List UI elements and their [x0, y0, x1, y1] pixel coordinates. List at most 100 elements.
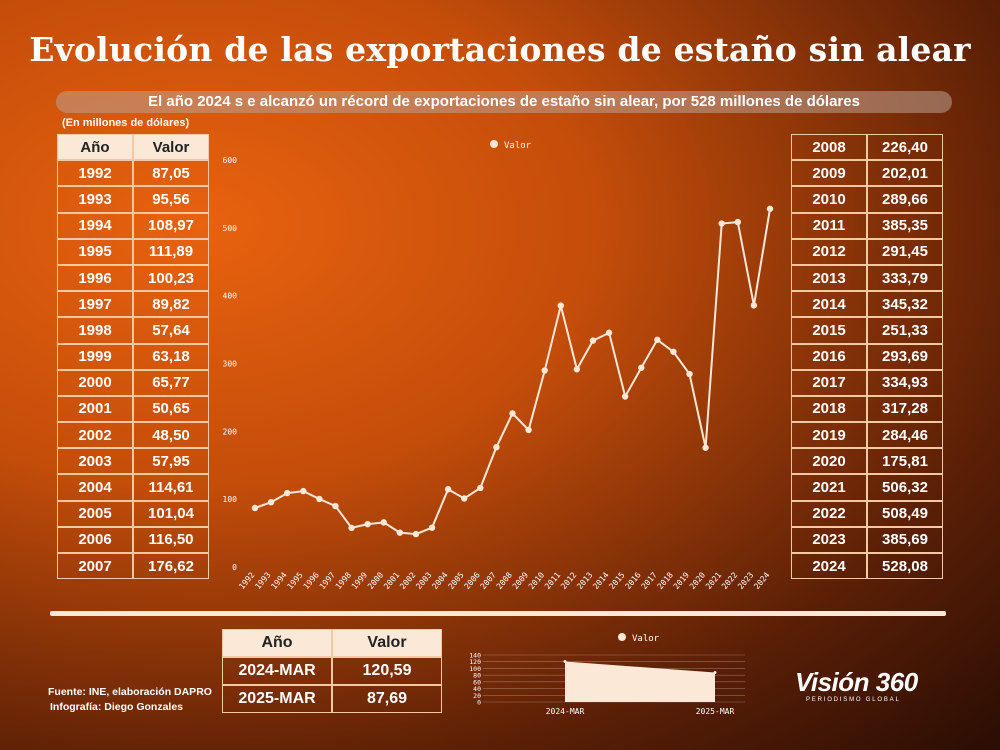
table-row: 1999 63,18: [57, 343, 209, 370]
year-cell: 2023: [791, 526, 867, 553]
series-line-valor: [254, 208, 771, 536]
value-cell: 289,66: [867, 186, 943, 213]
year-cell: 1999: [57, 343, 133, 370]
data-point: [364, 520, 371, 528]
year-cell: 2011: [791, 212, 867, 239]
y-tick-label: 60: [473, 678, 481, 686]
data-point: [621, 393, 629, 400]
value-cell: 87,05: [133, 160, 209, 187]
year-cell: 2013: [791, 264, 867, 292]
value-cell: 120,59: [332, 657, 442, 685]
table-row: 2024 528,08: [791, 553, 943, 580]
x-tick-label: 2008: [495, 570, 514, 591]
table-row: 1998 57,64: [57, 317, 209, 344]
data-point: [509, 410, 516, 417]
section-divider: [50, 611, 946, 616]
data-point: [557, 302, 564, 309]
year-cell: 1994: [57, 212, 133, 239]
y-tick-label: 100: [223, 495, 238, 504]
year-cell: 2005: [57, 500, 133, 527]
value-cell: 333,79: [867, 264, 943, 292]
x-tick-label: 2016: [624, 570, 643, 591]
data-point: [750, 302, 758, 309]
x-tick-label: 1994: [269, 570, 288, 591]
x-tick-label: 2002: [398, 570, 417, 591]
credit-note: Infografía: Diego Gonzales: [50, 701, 184, 713]
table-row: 2012 291,45: [791, 238, 943, 265]
data-point: [428, 524, 436, 531]
table-row: 2000 65,77: [57, 369, 209, 396]
year-cell: 2024-MAR: [222, 657, 332, 685]
year-cell: 2025-MAR: [222, 685, 332, 713]
x-tick-label: 1997: [318, 570, 337, 591]
table-row: 2016 293,69: [791, 343, 943, 370]
legend-label: Valor: [504, 141, 532, 151]
table-row: 2022 508,49: [791, 500, 943, 527]
right-data-table: 2008 226,40 2009 202,01 2010 289,66 2011 385,35…: [791, 134, 943, 580]
y-tick-label: 0: [232, 563, 237, 572]
x-tick-label: 2021: [704, 570, 723, 591]
x-tick-label: 2000: [366, 570, 385, 591]
value-cell: 508,49: [867, 500, 943, 527]
table-row: 2011 385,35: [791, 212, 943, 239]
data-point: [493, 443, 500, 451]
year-header: Año: [57, 134, 133, 161]
x-tick-label: 2015: [607, 570, 626, 591]
x-tick-label: 2019: [672, 570, 691, 591]
x-tick-label: 2017: [640, 570, 659, 591]
data-point: [734, 218, 742, 226]
value-cell: 176,62: [133, 553, 209, 580]
table-row: 2021 506,32: [791, 474, 943, 501]
year-cell: 2016: [791, 343, 867, 370]
year-cell: 2002: [57, 422, 133, 449]
value-cell: 114,61: [133, 474, 209, 501]
x-tick-label: 2003: [414, 570, 433, 591]
data-point: [589, 337, 597, 344]
x-tick-label: 2020: [688, 570, 707, 591]
value-cell: 50,65: [133, 395, 209, 423]
series-area-valor: [565, 661, 715, 702]
table-row: 1994 108,97: [57, 212, 209, 239]
table-row: 2015 251,33: [791, 317, 943, 344]
table-row: 1996 100,23: [57, 264, 209, 292]
data-point: [316, 495, 323, 503]
y-tick-label: 200: [223, 427, 238, 436]
y-tick-label: 80: [473, 672, 481, 680]
data-point: [267, 498, 275, 506]
vision360-logo: Visión 360: [795, 667, 918, 697]
value-cell: 100,23: [133, 264, 209, 292]
y-tick-label: 120: [469, 658, 481, 666]
year-cell: 1997: [57, 291, 133, 318]
value-cell: 57,95: [133, 448, 209, 475]
table-row: 1992 87,05: [57, 160, 209, 187]
data-point: [525, 426, 532, 434]
x-tick-label: 2004: [430, 570, 449, 591]
table-row: 1997 89,82: [57, 291, 209, 318]
data-point: [654, 336, 661, 344]
value-cell: 317,28: [867, 395, 943, 423]
year-cell: 2022: [791, 500, 867, 527]
x-tick-label: 1999: [350, 570, 369, 591]
value-cell: 284,46: [867, 422, 943, 449]
value-cell: 528,08: [867, 553, 943, 580]
year-cell: 2009: [791, 160, 867, 187]
page-title: Evolución de las exportaciones de estaño…: [29, 30, 971, 69]
year-cell: 1993: [57, 186, 133, 213]
data-point: [332, 502, 339, 510]
value-cell: 108,97: [133, 212, 209, 239]
data-point: [713, 671, 717, 675]
x-tick-label: 2011: [543, 570, 562, 591]
year-cell: 2015: [791, 317, 867, 344]
legend-label: Valor: [632, 634, 660, 644]
legend-marker: [618, 633, 626, 641]
y-tick-label: 500: [223, 224, 238, 233]
y-tick-label: 400: [223, 292, 238, 301]
data-point: [605, 329, 613, 336]
x-tick-label: 1993: [253, 570, 272, 591]
data-point: [380, 519, 387, 526]
data-point: [461, 495, 468, 502]
data-point: [686, 370, 693, 378]
x-tick-label: 2012: [559, 570, 578, 591]
table-row: 2023 385,69: [791, 526, 943, 553]
data-point: [702, 444, 709, 451]
